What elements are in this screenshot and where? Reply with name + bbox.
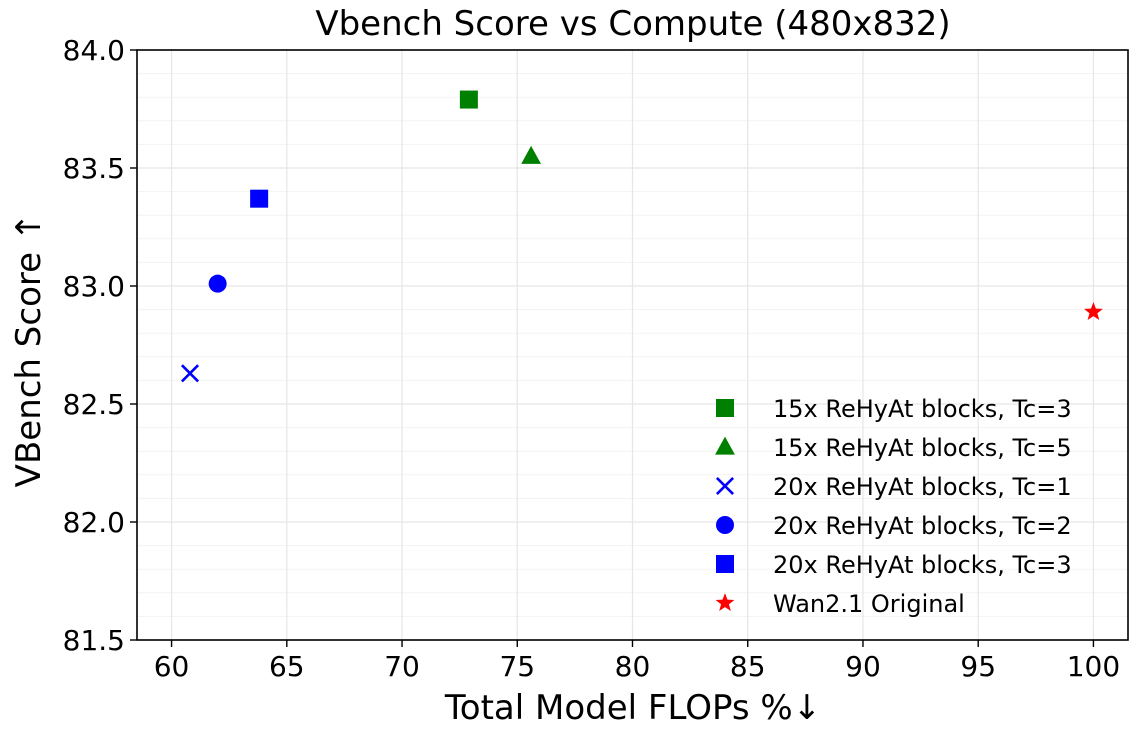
- legend-label: Wan2.1 Original: [773, 590, 965, 618]
- legend-label: 20x ReHyAt blocks, Tc=2: [773, 512, 1072, 540]
- x-tick-label: 80: [615, 650, 651, 683]
- legend-marker-circle: [716, 516, 734, 534]
- y-axis-label: VBench Score ↑: [9, 213, 49, 488]
- y-tick-label: 81.5: [63, 624, 125, 657]
- data-point-circle: [208, 274, 227, 293]
- plot-frame: [136, 49, 1129, 641]
- grid-lines: [137, 49, 1128, 641]
- data-point-star: [1084, 302, 1103, 320]
- x-tick-label: 65: [269, 650, 305, 683]
- chart-title: Vbench Score vs Compute (480x832): [315, 4, 950, 44]
- x-tick-label: 90: [845, 650, 881, 683]
- legend: 15x ReHyAt blocks, Tc=3 15x ReHyAt blocks…: [715, 395, 1072, 618]
- x-tick-label: 95: [960, 650, 996, 683]
- x-tick-label: 85: [730, 650, 766, 683]
- legend-marker-square: [716, 555, 734, 573]
- data-points: [180, 90, 1103, 383]
- y-tick-label: 84.0: [63, 34, 125, 67]
- legend-label: 20x ReHyAt blocks, Tc=3: [773, 551, 1072, 579]
- x-tick-label: 75: [499, 650, 535, 683]
- data-point-square: [250, 189, 269, 208]
- legend-label: 20x ReHyAt blocks, Tc=1: [773, 473, 1072, 501]
- data-point-x: [180, 364, 200, 383]
- legend-marker-star: [715, 593, 735, 612]
- legend-marker-triangle: [715, 436, 735, 455]
- legend-label: 15x ReHyAt blocks, Tc=3: [773, 395, 1072, 423]
- y-tick-label: 83.0: [63, 270, 125, 303]
- data-point-triangle: [521, 145, 541, 164]
- data-point-square: [459, 90, 478, 109]
- legend-label: 15x ReHyAt blocks, Tc=5: [773, 434, 1072, 462]
- legend-marker-x: [715, 476, 735, 496]
- x-tick-label: 60: [154, 650, 190, 683]
- y-tick-label: 83.5: [63, 152, 125, 185]
- y-tick-label: 82.0: [63, 506, 125, 539]
- x-tick-label: 70: [384, 650, 420, 683]
- x-axis-label: Total Model FLOPs %↓: [444, 688, 821, 728]
- axis-ticks: 60 65 70 75 80 85 90 95 100 81.5 82.0 82.5 83.0 83.5 8…: [63, 34, 1121, 683]
- y-tick-label: 82.5: [63, 388, 125, 421]
- legend-marker-square: [716, 399, 734, 417]
- x-tick-label: 100: [1067, 650, 1120, 683]
